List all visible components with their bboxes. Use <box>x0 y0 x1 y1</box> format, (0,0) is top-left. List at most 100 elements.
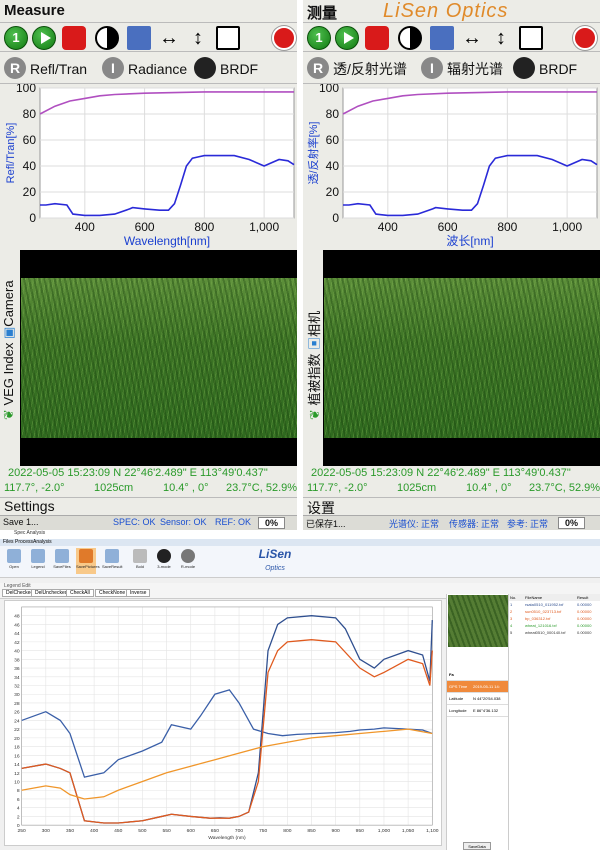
left-device-panel: Measure 1 ↔ ↕ R Refl/Tran I Radiance BRDF … <box>0 0 297 530</box>
x-tick-label: 700 <box>235 828 243 834</box>
table-header: No. FileName Result <box>509 594 600 601</box>
fit-screen-button[interactable] <box>216 26 240 50</box>
y-tick-label: 80 <box>326 107 340 121</box>
y-tick-label: 20 <box>14 736 20 742</box>
save-button[interactable] <box>127 26 151 50</box>
mode-radiance[interactable]: I 辐射光谱 <box>421 57 503 81</box>
series-line-wheat_121016.txf <box>21 728 433 800</box>
contrast-button[interactable] <box>398 26 422 50</box>
x-tick-label: 1,050 <box>402 828 415 834</box>
x-tick-label: 950 <box>356 828 364 834</box>
x-tick-label: 550 <box>162 828 170 834</box>
x-axis-label: Wavelength (nm) <box>208 835 246 841</box>
mode-radiance[interactable]: I Radiance <box>102 57 187 81</box>
play-button[interactable] <box>335 26 359 50</box>
settings-label[interactable]: 设置 <box>303 497 600 516</box>
mode-refl-tran[interactable]: R Refl/Tran <box>4 57 87 81</box>
legend-button[interactable]: Legend <box>28 548 48 574</box>
x-tick-label: 800 <box>283 828 291 834</box>
3-mode-button[interactable]: 3-mode <box>154 548 174 574</box>
y-tick-label: 4 <box>17 806 20 812</box>
vertical-arrow-icon[interactable]: ↕ <box>193 27 203 49</box>
fit-screen-button[interactable] <box>519 26 543 50</box>
power-button[interactable] <box>272 26 296 50</box>
mode-refl-tran[interactable]: R 透/反射光谱 <box>307 57 407 81</box>
spectrum-chart: 0 20 40 60 80 100 400 600 800 1,000 Wavelength[nm]… <box>5 84 295 248</box>
x-tick-label: 400 <box>75 220 95 234</box>
x-tick-label: 650 <box>211 828 219 834</box>
series-line-transmittance <box>39 91 294 115</box>
tab-process[interactable]: Process <box>15 539 34 545</box>
x-tick-label: 1,000 <box>249 220 279 234</box>
y-tick-label: 32 <box>14 683 20 689</box>
save-button[interactable] <box>430 26 454 50</box>
y-tick-label: 16 <box>14 753 20 759</box>
record-button[interactable] <box>365 26 389 50</box>
check-all-button[interactable]: CheckAll <box>66 589 94 597</box>
y-tick-label: 80 <box>23 107 37 121</box>
x-tick-label: 400 <box>378 220 398 234</box>
tab-bar: Files Process Analysis <box>0 539 600 546</box>
mode-brdf[interactable]: BRDF <box>194 57 258 81</box>
spec-analysis-window: Spec Analysis Files Process Analysis Ope… <box>0 530 600 850</box>
x-tick-label: 600 <box>438 220 458 234</box>
table-row[interactable]: 3 bp_036312.txf 0.00000 <box>510 616 592 621</box>
open-button[interactable]: Open <box>4 548 24 574</box>
mode-bar: R Refl/Tran I Radiance BRDF <box>0 54 297 84</box>
y-tick-label: 0 <box>17 823 20 829</box>
info-row: GPS Time 2019-05-11 14: <box>447 681 508 693</box>
bold-icon <box>133 549 147 563</box>
y-tick-label: 30 <box>14 692 20 698</box>
channel-button[interactable]: 1 <box>307 26 331 50</box>
r-icon <box>181 549 195 563</box>
plot-frame <box>21 606 433 826</box>
power-button[interactable] <box>573 26 597 50</box>
channel-button[interactable]: 1 <box>4 26 28 50</box>
save-pictures-button[interactable]: SavePictures <box>76 548 100 574</box>
table-row[interactable]: 5 wheat0510_000140.txf 0.00000 <box>510 630 592 635</box>
play-icon <box>344 32 354 44</box>
horizontal-arrow-icon[interactable]: ↔ <box>159 27 179 49</box>
y-tick-label: 48 <box>14 614 20 620</box>
info-icon <box>157 549 171 563</box>
y-tick-label: 10 <box>14 780 20 786</box>
table-row[interactable]: 2 sun0510_023713.txf 0.00000 <box>510 609 592 614</box>
x-tick-label: 400 <box>90 828 98 834</box>
page-title: Measure <box>4 2 65 19</box>
save-result-button[interactable]: SaveResult <box>102 548 122 574</box>
bold-button[interactable]: Bold <box>130 548 150 574</box>
result-icon <box>105 549 119 563</box>
play-button[interactable] <box>32 26 56 50</box>
table-row[interactable]: 4 wheat_121016.txf 0.00000 <box>510 623 592 628</box>
save-data-button[interactable]: SaveData <box>463 842 491 850</box>
x-tick-label: 500 <box>138 828 146 834</box>
check-none-button[interactable]: CheckNone <box>95 589 130 597</box>
camera-view: ❦ VEG Index ▣Camera <box>0 250 297 466</box>
x-tick-label: 800 <box>497 220 517 234</box>
tab-analysis[interactable]: Analysis <box>33 539 52 545</box>
spectra-plot: 0246810121416182022242628303234363840424… <box>4 600 442 846</box>
x-tick-label: 350 <box>66 828 74 834</box>
record-button[interactable] <box>62 26 86 50</box>
logo: LiSen Optics <box>383 0 509 22</box>
y-tick-label: 60 <box>23 133 37 147</box>
x-tick-label: 900 <box>332 828 340 834</box>
leaf-icon: ❦ <box>307 405 322 420</box>
contrast-button[interactable] <box>95 26 119 50</box>
settings-label[interactable]: Settings <box>0 497 297 515</box>
inverse-button[interactable]: Inverse <box>126 589 151 597</box>
status-bar: Save 1... SPEC: OK Sensor: OK REF: OK 0% <box>0 515 297 530</box>
tab-files[interactable]: Files <box>3 539 14 545</box>
y-tick-label: 18 <box>14 745 20 751</box>
r-mode-button[interactable]: R-mode <box>178 548 198 574</box>
save-icon <box>55 549 69 563</box>
table-row[interactable]: 1 rsata0510_011952.txf 0.00000 <box>510 602 592 607</box>
y-tick-label: 8 <box>17 788 20 794</box>
vertical-arrow-icon[interactable]: ↕ <box>496 27 506 49</box>
horizontal-arrow-icon[interactable]: ↔ <box>462 27 482 49</box>
save-files-button[interactable]: SaveFiles <box>52 548 72 574</box>
y-tick-label: 100 <box>16 84 36 95</box>
y-tick-label: 34 <box>14 675 20 681</box>
play-icon <box>41 32 51 44</box>
mode-brdf[interactable]: BRDF <box>513 57 577 81</box>
